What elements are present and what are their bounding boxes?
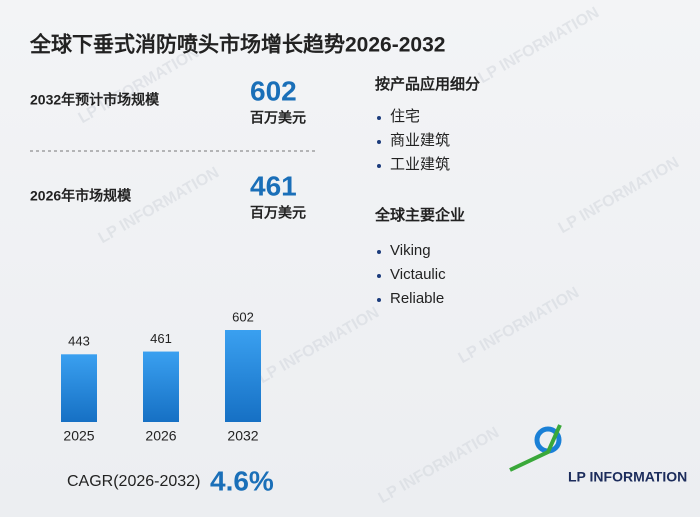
list-item: 商业建筑 bbox=[390, 132, 450, 149]
logo: LP INFORMATION bbox=[509, 424, 687, 485]
bullet bbox=[377, 116, 381, 120]
bar bbox=[143, 351, 179, 422]
list-item: 住宅 bbox=[390, 108, 420, 125]
bullet bbox=[377, 298, 381, 302]
segments-title: 按产品应用细分 bbox=[375, 75, 480, 93]
current-value: 461 bbox=[250, 170, 297, 201]
current-unit: 百万美元 bbox=[250, 205, 306, 221]
bar bbox=[225, 330, 261, 422]
value-label: 461 bbox=[150, 331, 172, 346]
bar-chart: 443 2025 461 2026 602 2032 bbox=[61, 309, 261, 444]
list-item: Victaulic bbox=[390, 266, 446, 283]
title: 全球下垂式消防喷头市场增长趋势2026-2032 bbox=[29, 33, 445, 57]
forecast-value: 602 bbox=[250, 75, 297, 106]
list-item: Reliable bbox=[390, 290, 444, 307]
current-label: 2026年市场规模 bbox=[30, 188, 132, 204]
list-item: Viking bbox=[390, 242, 431, 259]
bullet bbox=[377, 140, 381, 144]
bullet bbox=[377, 250, 381, 254]
bullet bbox=[377, 274, 381, 278]
forecast-unit: 百万美元 bbox=[250, 110, 306, 126]
forecast-label: 2032年预计市场规模 bbox=[30, 92, 160, 108]
logo-icon bbox=[509, 424, 562, 472]
value-label: 602 bbox=[232, 309, 254, 324]
value-label: 443 bbox=[68, 334, 90, 349]
bar bbox=[61, 354, 97, 422]
companies-title: 全球主要企业 bbox=[374, 206, 465, 224]
cagr-label: CAGR(2026-2032) bbox=[67, 473, 200, 490]
logo-text: LP INFORMATION bbox=[568, 469, 687, 485]
list-item: 工业建筑 bbox=[390, 156, 450, 173]
x-tick-label: 2026 bbox=[145, 428, 176, 444]
cagr-value: 4.6% bbox=[210, 465, 274, 496]
x-tick-label: 2032 bbox=[227, 428, 258, 444]
x-tick-label: 2025 bbox=[63, 428, 94, 444]
bullet bbox=[377, 164, 381, 168]
